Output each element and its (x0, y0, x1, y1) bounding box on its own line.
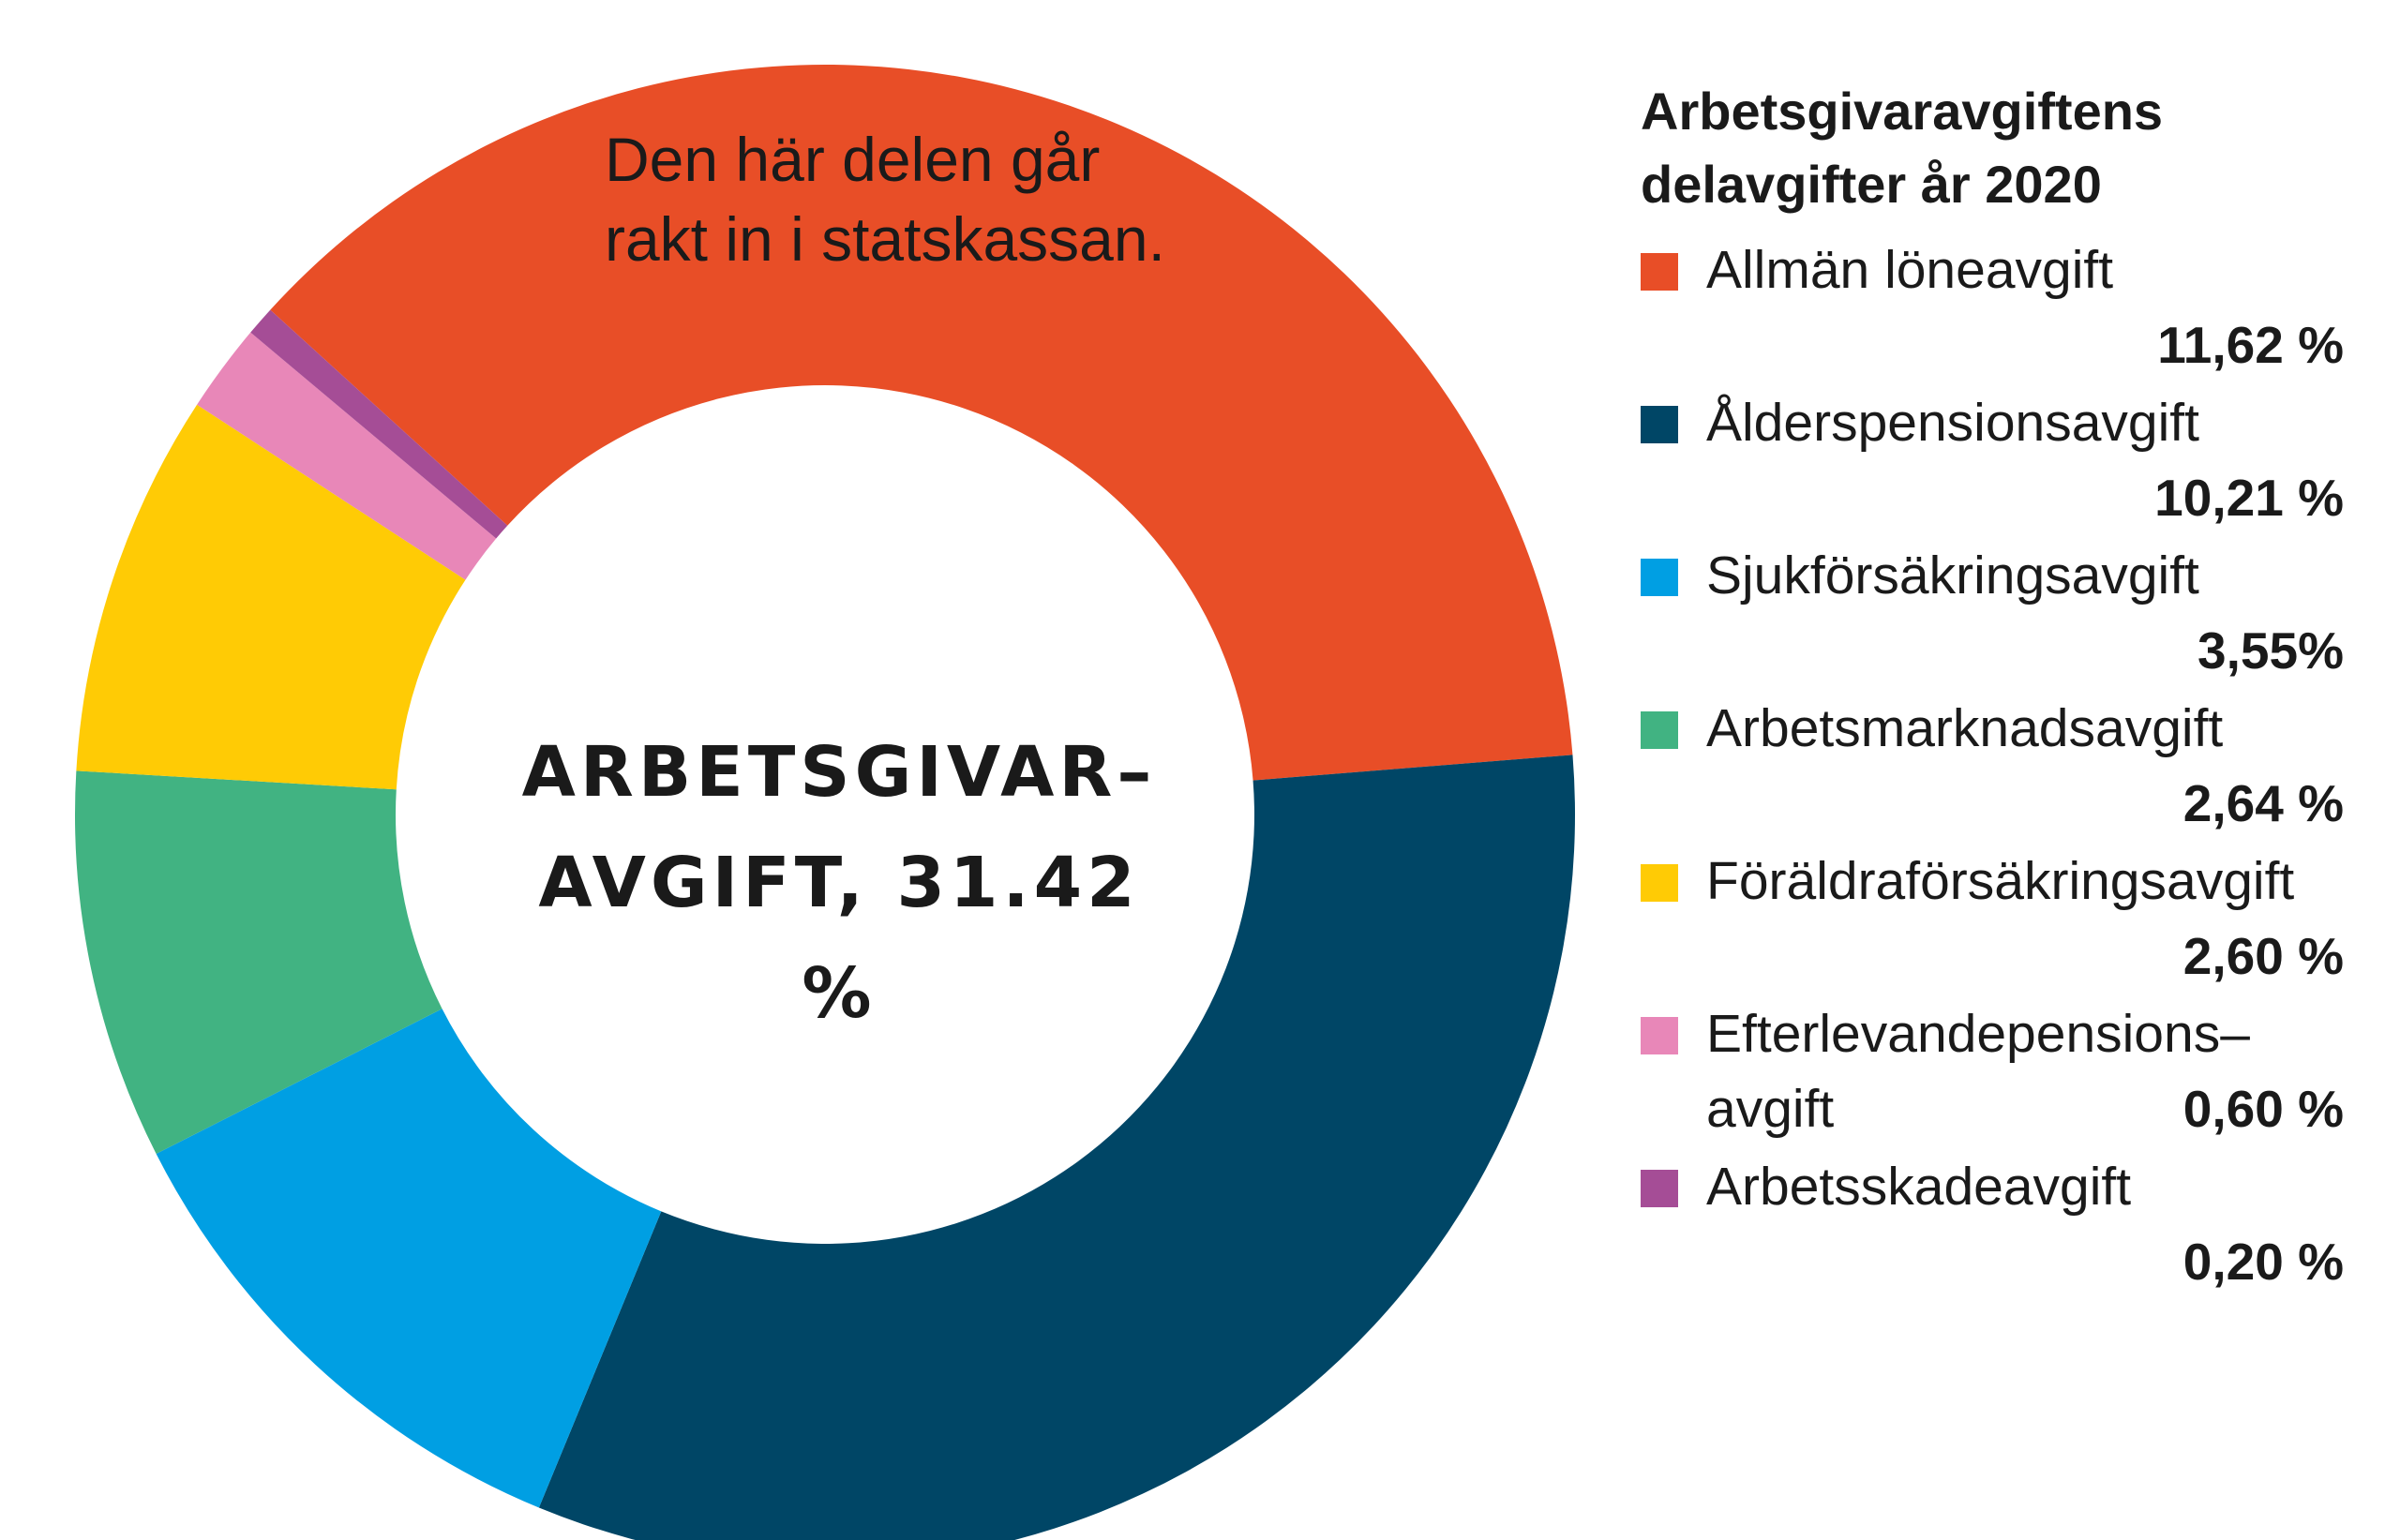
legend-value: 10,21 % (2154, 469, 2344, 527)
legend-swatch (1641, 711, 1678, 749)
legend-value: 0,60 % (2182, 1080, 2344, 1138)
legend-label-line-2: avgift (1706, 1079, 1835, 1139)
legend-label: Arbetsmarknadsavgift (1706, 698, 2224, 758)
legend-item-allman-loneavgift: Allmän löneavgift 11,62 % (1641, 232, 2353, 385)
legend-swatch (1641, 1017, 1678, 1054)
legend-item-sjukforsakringsavgift: Sjukförsäkringsavgift 3,55% (1641, 538, 2353, 691)
center-label-line-1: ARBETSGIVAR– (521, 732, 1157, 813)
legend-swatch (1641, 864, 1678, 902)
legend-value: 2,64 % (2182, 774, 2344, 832)
legend-item-arbetsmarknadsavgift: Arbetsmarknadsavgift 2,64 % (1641, 691, 2353, 844)
donut-slice-1 (538, 755, 1575, 1540)
legend-value: 11,62 % (2157, 316, 2344, 374)
legend-label: Allmän löneavgift (1706, 240, 2114, 300)
donut-slice-3 (74, 770, 442, 1155)
legend-label: Ålderspensionsavgift (1706, 393, 2199, 453)
legend-item-arbetsskadeavgift: Arbetsskadeavgift 0,20 % (1641, 1149, 2353, 1302)
donut-slices (74, 65, 1575, 1540)
legend-value: 0,20 % (2182, 1233, 2344, 1291)
legend-item-efterlevandepensionsavgift: Efterlevandepensions– avgift 0,60 % (1641, 996, 2353, 1149)
legend-label: Sjukförsäkringsavgift (1706, 546, 2199, 606)
legend-swatch (1641, 253, 1678, 291)
donut-chart (74, 65, 1575, 1540)
center-label-line-2: AVGIFT, 31.42 % (538, 843, 1140, 1034)
legend-swatch (1641, 1170, 1678, 1207)
legend-value: 2,60 % (2182, 927, 2344, 985)
legend-swatch (1641, 559, 1678, 596)
legend-label: Efterlevandepensions– avgift (1706, 996, 2269, 1146)
legend-swatch (1641, 406, 1678, 443)
legend-label: Föräldraförsäkringsavgift (1706, 851, 2295, 911)
donut-slice-0 (270, 65, 1573, 781)
annotation-note: Den här delen går rakt in i statskassan. (605, 120, 1165, 279)
donut-slice-2 (156, 1009, 662, 1508)
legend-item-foraldraforsakringsavgift: Föräldraförsäkringsavgift 2,60 % (1641, 844, 2353, 996)
annotation-line-2: rakt in i statskassan. (605, 204, 1165, 274)
legend-label-line-1: Efterlevandepensions– (1706, 1004, 2250, 1064)
donut-slice-5 (197, 332, 497, 580)
donut-slice-4 (76, 404, 466, 790)
legend-item-alderspensionsavgift: Ålderspensionsavgift 10,21 % (1641, 385, 2353, 538)
annotation-line-1: Den här delen går (605, 125, 1101, 194)
legend-title: Arbetsgivaravgiftens delavgifter år 2020 (1641, 82, 2164, 214)
legend-value: 3,55% (2198, 621, 2344, 680)
center-label: ARBETSGIVAR– AVGIFT, 31.42 % (511, 717, 1167, 1049)
legend-label: Arbetsskadeavgift (1706, 1157, 2132, 1217)
legend: Arbetsgivaravgiftens delavgifter år 2020… (1641, 75, 2353, 1302)
donut-slice-6 (250, 309, 508, 539)
